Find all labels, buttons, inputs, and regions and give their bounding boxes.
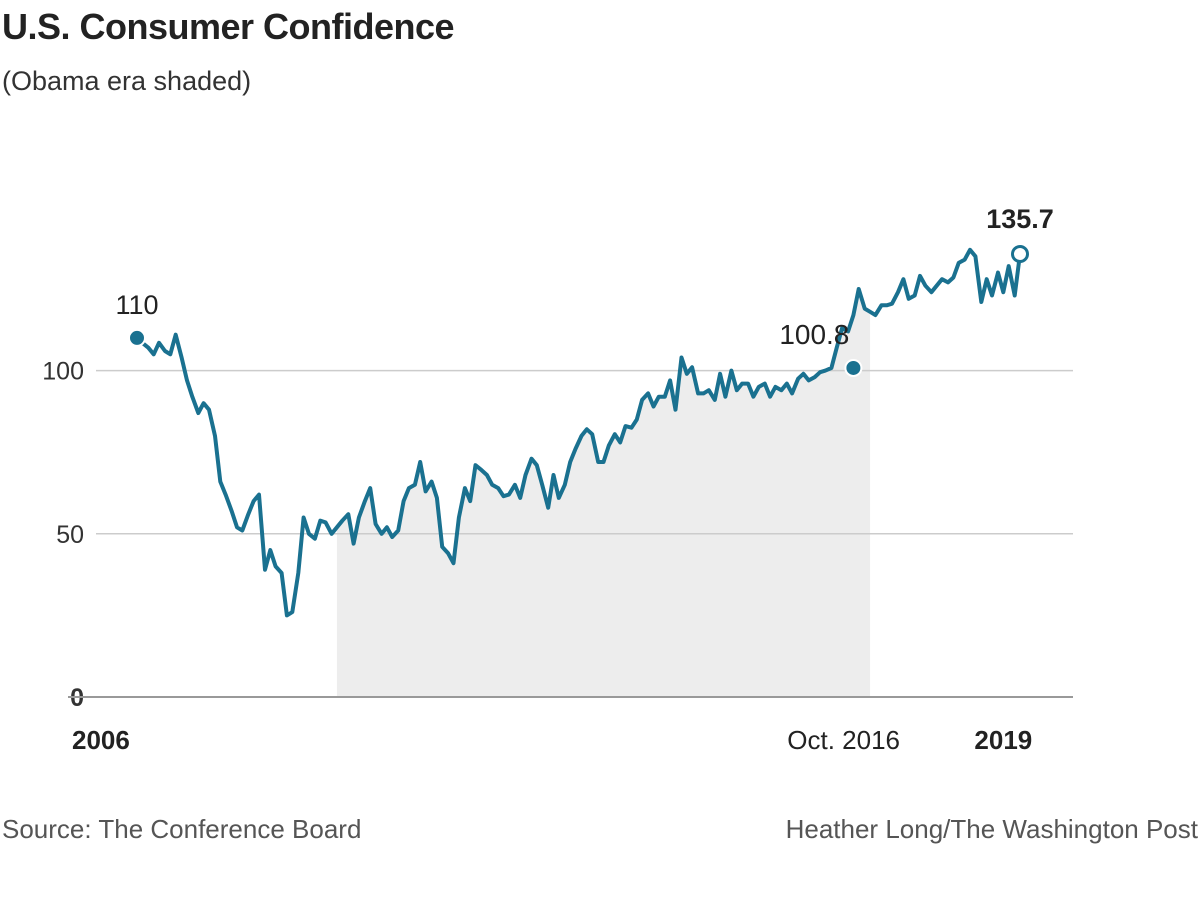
annotation-marker-2 [1011,245,1029,264]
chart-title: U.S. Consumer Confidence [2,6,455,47]
annotation-label-0: 110 [115,290,158,320]
author-credit: Heather Long/The Washington Post [785,814,1198,844]
annotation-label-1: 100.8 [779,319,849,350]
annotation-marker-0 [128,328,146,347]
series-line [135,247,1022,618]
y-tick-label-100: 100 [42,358,84,386]
annotation-marker-1 [844,358,863,377]
chart-subtitle: (Obama era shaded) [2,66,252,96]
obama-era-shade [336,289,871,697]
x-tick-label-2: 2019 [974,725,1032,755]
y-tick-label-50: 50 [56,521,84,549]
x-tick-label-1: Oct. 2016 [787,725,900,755]
source-credit: Source: The Conference Board [2,814,362,844]
x-tick-label-0: 2006 [72,725,130,755]
annotation-label-2: 135.7 [986,204,1054,234]
